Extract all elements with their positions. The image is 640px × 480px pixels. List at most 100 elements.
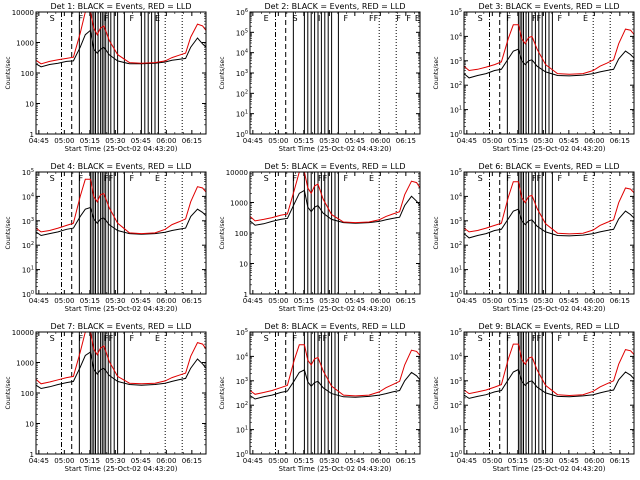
x-tick-label: 05:15 [508,297,528,305]
lld-series-line [35,11,207,65]
attenuator-letter: I [318,14,320,23]
x-tick-label: 05:30 [319,137,339,145]
plot-frame [35,171,207,295]
attenuator-letter: E [415,14,420,23]
x-tick-label: 05:45 [131,137,151,145]
plot-frame [249,331,421,455]
y-tick-label: 10000 [226,169,248,177]
y-tick-label: 100 [450,130,462,139]
y-tick-label: 100 [236,450,248,459]
x-tick-label: 05:00 [268,137,288,145]
y-tick-label: 104 [236,49,248,58]
y-tick-label: 10000 [12,329,34,337]
attenuator-letter: E [583,174,588,183]
panel-title: Det 8: BLACK = Events, RED = LLD [265,322,406,331]
x-tick-label: 05:30 [105,457,125,465]
x-tick-label: 05:00 [482,457,502,465]
y-tick-label: 101 [236,426,248,435]
x-tick-label: 04:45 [29,297,49,305]
x-tick-label: 05:45 [345,457,365,465]
y-tick-label: 100 [236,130,248,139]
y-tick-label: 105 [450,8,462,17]
panel-title: Det 1: BLACK = Events, RED = LLD [51,2,192,11]
x-tick-label: 05:00 [54,137,74,145]
x-tick-label: 05:45 [559,457,579,465]
y-tick-label: 1 [244,291,248,299]
attenuator-letter: S [264,174,269,183]
attenuator-letter: F [130,334,135,343]
y-tick-label: 102 [236,401,248,410]
y-axis-label: Counts/sec [433,216,440,249]
x-tick-label: 06:00 [584,297,604,305]
y-tick-label: 105 [236,328,248,337]
x-axis-label: Start Time (25-Oct-02 04:43:20) [493,305,606,313]
panel-title: Det 6: BLACK = Events, RED = LLD [479,162,620,171]
x-tick-label: 06:15 [396,137,416,145]
y-tick-label: 10000 [12,9,34,17]
attenuator-letter: F [79,334,84,343]
x-tick-label: 05:45 [559,137,579,145]
y-tick-label: 105 [236,28,248,37]
x-tick-label: 06:15 [610,137,630,145]
x-tick-label: 04:45 [457,297,477,305]
x-axis-label: Start Time (25-Oct-02 04:43:20) [65,145,178,153]
y-axis-label: Counts/sec [5,216,12,249]
y-tick-label: 103 [236,69,248,78]
x-axis-label: Start Time (25-Oct-02 04:43:20) [65,305,178,313]
y-tick-label: 1000 [16,40,34,48]
y-tick-label: 102 [450,401,462,410]
lld-series-line [35,178,207,235]
y-tick-label: 103 [450,377,462,386]
y-tick-label: 103 [236,377,248,386]
attenuator-letter: S [293,14,298,23]
y-tick-label: 101 [450,266,462,275]
attenuator-letter: F [293,174,298,183]
attenuator-letter: F [130,14,135,23]
panel-title: Det 7: BLACK = Events, RED = LLD [51,322,192,331]
detector-panel-1: Det 1: BLACK = Events, RED = LLD S F F F E 1 10… [5,2,207,153]
x-tick-label: 05:15 [294,457,314,465]
events-series-line [249,189,421,226]
x-tick-label: 05:15 [294,137,314,145]
y-tick-label: 104 [236,352,248,361]
events-series-line [463,368,635,399]
x-tick-label: 05:00 [54,297,74,305]
x-tick-label: 05:45 [131,297,151,305]
y-tick-label: 100 [22,290,34,299]
x-tick-label: 05:15 [80,297,100,305]
x-tick-label: 06:00 [370,297,390,305]
plot-frame [463,331,635,455]
x-axis-label: Start Time (25-Oct-02 04:43:20) [493,465,606,473]
x-tick-label: 05:45 [345,297,365,305]
x-tick-label: 05:15 [294,297,314,305]
x-axis-label: Start Time (25-Oct-02 04:43:20) [493,145,606,153]
y-tick-label: 100 [21,70,34,78]
panel-title: Det 9: BLACK = Events, RED = LLD [479,322,620,331]
y-tick-label: 103 [450,57,462,66]
attenuator-letter: F [344,14,349,23]
y-tick-label: 101 [450,106,462,115]
x-tick-label: 06:15 [396,297,416,305]
y-axis-label: Counts/sec [5,376,12,409]
y-tick-label: 104 [22,192,34,201]
attenuator-letter: F [507,14,512,23]
plot-frame [463,11,635,135]
x-axis-label: Start Time (25-Oct-02 04:43:20) [279,145,392,153]
y-tick-label: 104 [450,352,462,361]
x-tick-label: 06:15 [182,457,202,465]
attenuator-letter: F [507,174,512,183]
y-tick-label: 103 [22,217,34,226]
x-tick-label: 06:00 [156,137,176,145]
x-tick-label: 06:15 [610,297,630,305]
y-axis-label: Counts/sec [219,376,226,409]
x-tick-label: 05:45 [131,457,151,465]
lld-series-line [463,24,635,75]
y-tick-label: 104 [450,192,462,201]
x-tick-label: 04:45 [243,297,263,305]
panel-title: Det 2: BLACK = Events, RED = LLD [265,2,406,11]
x-tick-label: 05:15 [80,457,100,465]
